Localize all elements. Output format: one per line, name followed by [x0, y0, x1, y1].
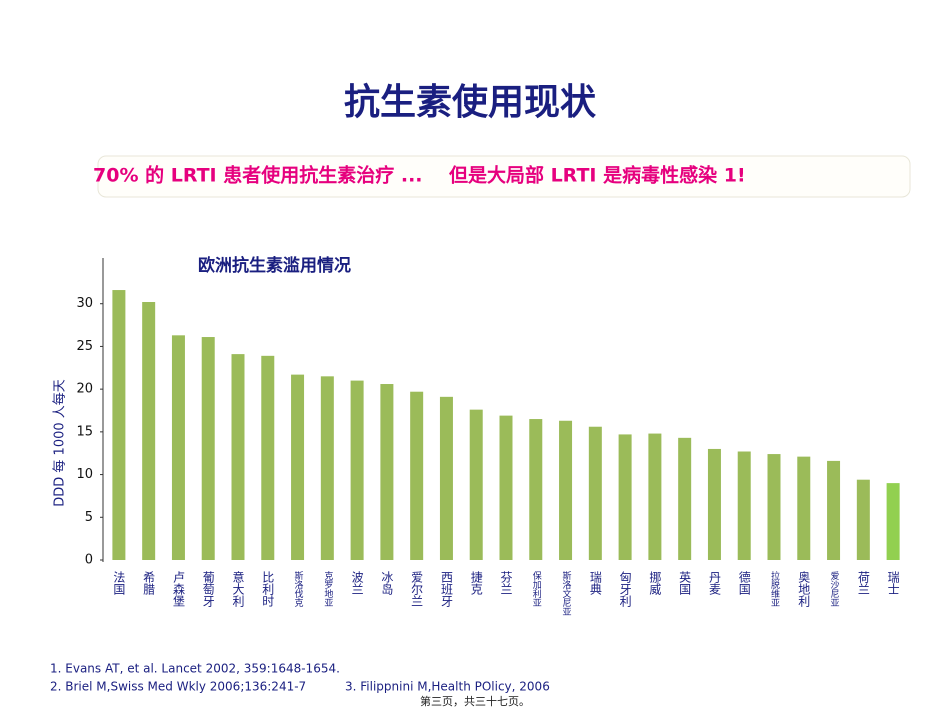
- page-number: 第三页，共三十七页。: [420, 694, 530, 708]
- bar: [559, 420, 573, 560]
- y-tick-label: 5: [85, 510, 93, 525]
- bar: [261, 355, 275, 560]
- x-tick-label: 芬兰: [499, 571, 513, 595]
- footnote: 2. Briel M,Swiss Med Wkly 2006;136:241-7: [50, 680, 306, 694]
- footnote: 1. Evans AT, et al. Lancet 2002, 359:164…: [50, 662, 340, 676]
- bar: [856, 479, 870, 560]
- bar: [588, 426, 602, 560]
- bar: [886, 483, 900, 560]
- bar: [499, 415, 513, 560]
- bar: [529, 419, 543, 560]
- y-tick-label: 0: [85, 553, 93, 568]
- bar: [767, 454, 781, 560]
- bar: [737, 451, 751, 560]
- x-tick-label: 斯洛文尼亚: [561, 570, 572, 616]
- x-tick-label: 英国: [678, 571, 692, 595]
- x-tick-label: 爱尔兰: [410, 571, 424, 607]
- x-tick-label: 拉脱维亚: [769, 570, 780, 607]
- x-tick-label: 卢森堡: [171, 570, 185, 607]
- bar: [797, 456, 811, 560]
- y-tick-label: 25: [76, 339, 93, 354]
- bar: [171, 335, 185, 560]
- x-tick-label: 瑞士: [886, 571, 900, 595]
- x-tick-label: 意大利: [231, 570, 245, 607]
- x-tick-label: 奥地利: [797, 571, 811, 607]
- y-axis-label: DDD 每 1000 人每天: [52, 379, 68, 507]
- banner-text: 70% 的 LRTI 患者使用抗生素治疗 ... 但是大局部 LRTI 是病毒性…: [93, 164, 746, 187]
- bar: [112, 290, 126, 560]
- bar: [618, 434, 632, 560]
- bar: [469, 409, 483, 560]
- x-tick-label: 葡萄牙: [201, 571, 215, 607]
- x-tick-label: 法国: [112, 571, 126, 595]
- y-tick-label: 20: [76, 382, 93, 397]
- bar: [320, 376, 334, 560]
- bar: [291, 374, 305, 560]
- bar: [201, 337, 215, 560]
- footnote: 3. Filippnini M,Health POlicy, 2006: [345, 680, 550, 694]
- banner-box: [97, 155, 911, 198]
- x-tick-label: 冰岛: [380, 571, 394, 596]
- x-tick-label: 荷兰: [856, 571, 870, 595]
- y-tick-label: 15: [76, 424, 93, 439]
- x-tick-label: 匈牙利: [618, 571, 632, 607]
- x-tick-label: 保加利亚: [531, 570, 542, 607]
- bar: [231, 354, 245, 560]
- x-tick-label: 波兰: [350, 571, 364, 595]
- bar: [827, 460, 841, 560]
- chart-title: 欧洲抗生素滥用情况: [198, 255, 351, 276]
- slide-title: 抗生素使用现状: [344, 81, 597, 123]
- x-tick-label: 比利时: [261, 571, 275, 607]
- bar: [380, 384, 394, 560]
- bar: [439, 396, 453, 560]
- x-tick-label: 西班牙: [439, 571, 453, 607]
- bar: [707, 448, 721, 560]
- x-tick-label: 丹麦: [707, 571, 721, 596]
- bar: [142, 302, 156, 560]
- x-tick-label: 挪威: [648, 571, 662, 596]
- x-tick-label: 爱沙尼亚: [829, 571, 840, 607]
- x-tick-label: 瑞典: [588, 571, 602, 595]
- bar: [678, 437, 692, 560]
- x-tick-label: 德国: [737, 570, 751, 595]
- bar: [410, 391, 424, 560]
- x-tick-label: 捷克: [469, 571, 483, 596]
- y-tick-label: 30: [76, 296, 93, 311]
- x-tick-label: 斯洛伐克: [293, 570, 304, 608]
- x-tick-label: 克罗地亚: [322, 571, 333, 607]
- bar: [648, 433, 662, 560]
- bar: [350, 380, 364, 560]
- x-tick-label: 希腊: [142, 570, 156, 595]
- y-tick-label: 10: [76, 467, 93, 482]
